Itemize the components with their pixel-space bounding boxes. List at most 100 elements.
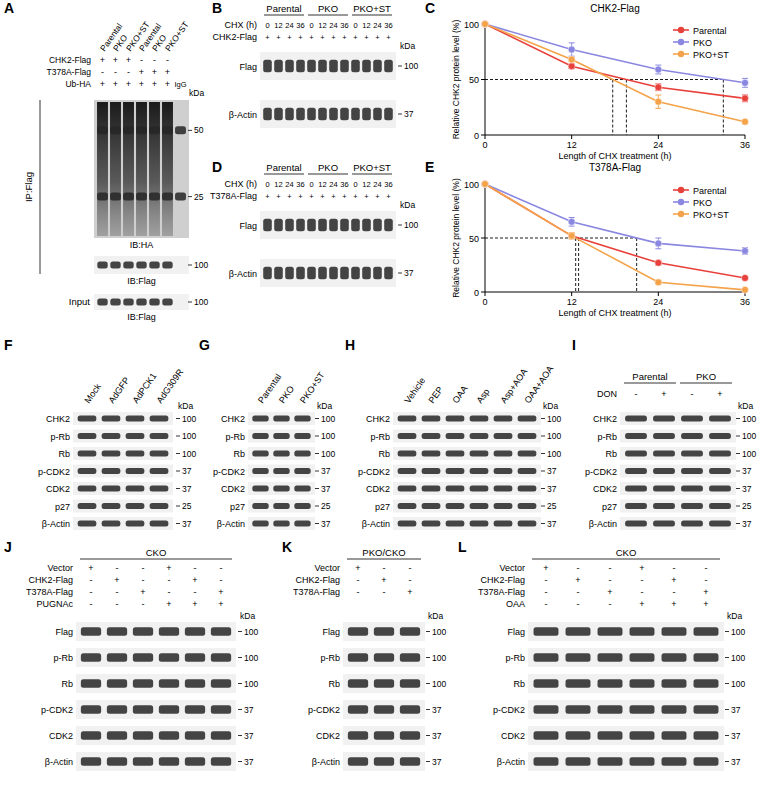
kda-value: 37 <box>742 484 752 494</box>
blot-band <box>211 731 231 740</box>
y-tick-label: 50 <box>469 75 479 85</box>
blot-band <box>296 267 305 280</box>
y-axis-label: Relative CHK2 protein level (%) <box>451 20 461 140</box>
blot-band <box>598 705 623 714</box>
blot-background <box>260 211 396 239</box>
blot-band <box>274 267 283 280</box>
blot-band <box>162 193 173 201</box>
kda-label: kDa <box>428 611 443 621</box>
blot-band <box>398 503 417 509</box>
blot-label: p-Rb <box>370 432 390 442</box>
blot-strip <box>620 482 736 495</box>
blot-label: p-Rb <box>505 653 525 663</box>
condition-mark: + <box>375 192 380 201</box>
error-cap <box>742 87 748 88</box>
blot-band <box>294 451 310 457</box>
kda-label: kDa <box>240 611 255 621</box>
blot-strip <box>528 726 724 745</box>
condition-mark: + <box>192 575 197 585</box>
panel-letter: B <box>212 0 222 16</box>
panel-letter: K <box>282 539 292 555</box>
blot-band <box>175 126 186 134</box>
kda-value: 100 <box>432 653 446 663</box>
blot-band <box>81 627 101 636</box>
error-cap <box>569 226 575 227</box>
condition-mark: + <box>375 33 380 42</box>
condition-mark: 24 <box>329 21 337 30</box>
blot-band <box>709 486 731 492</box>
y-tick-label: 0 <box>474 288 479 298</box>
blot-label: Flag <box>239 62 257 72</box>
legend-marker <box>678 27 684 33</box>
x-tick-label: 0 <box>482 297 487 307</box>
blot-background <box>260 52 396 80</box>
blot-band <box>149 299 159 306</box>
blot-background <box>393 465 541 478</box>
blot-background <box>94 100 189 238</box>
data-point <box>568 232 575 239</box>
condition-mark: + <box>166 599 171 609</box>
blot-label: p-Rb <box>320 653 340 663</box>
error-cap <box>569 42 575 43</box>
condition-label: T378A-Flag <box>47 67 92 77</box>
legend-marker <box>678 187 684 193</box>
condition-label: Vector <box>314 563 340 573</box>
group-header: PKO <box>318 162 338 173</box>
kda-value: 37 <box>547 466 557 476</box>
error-bar <box>742 78 748 87</box>
blot-background <box>73 482 173 495</box>
kda-value: 100 <box>244 679 258 689</box>
data-point <box>482 21 489 28</box>
blot-band <box>273 468 289 474</box>
legend-label: Parental <box>693 26 727 36</box>
blot-label: CHK2 <box>593 414 617 424</box>
blot-strip <box>73 447 173 460</box>
error-bar <box>742 95 748 102</box>
condition-mark: - <box>705 575 708 585</box>
blot-label: p27 <box>602 502 617 512</box>
blot-band <box>252 503 268 509</box>
blot-label: p-CDK2 <box>358 467 390 477</box>
data-point <box>568 218 575 225</box>
blot-background <box>393 447 541 460</box>
blot-band <box>294 521 310 527</box>
kda-value: 100 <box>742 449 756 459</box>
blot-background <box>343 622 425 641</box>
blot-band <box>185 731 205 740</box>
kda-value: 37 <box>432 731 442 741</box>
half-life-line <box>723 80 724 136</box>
condition-label: PUGNAc <box>36 599 73 609</box>
x-tick <box>485 292 486 296</box>
blot-label: Rb <box>378 449 390 459</box>
blot-strip <box>260 259 396 287</box>
half-life-line <box>578 238 579 292</box>
blot-band <box>384 108 393 121</box>
blot-band <box>470 416 489 422</box>
blot-band <box>78 503 97 509</box>
condition-mark: + <box>192 599 197 609</box>
condition-mark: + <box>309 33 314 42</box>
blot-band <box>694 653 719 662</box>
blot-band <box>285 108 294 121</box>
condition-mark: + <box>165 67 170 77</box>
blot-band <box>373 267 382 280</box>
blot-band <box>518 486 537 492</box>
condition-mark: - <box>220 563 223 573</box>
blot-band <box>373 219 382 232</box>
blot-label: p-CDK2 <box>41 705 73 715</box>
kda-value: 100 <box>547 431 561 441</box>
kda-value: 100 <box>194 297 208 307</box>
blot-label: p-Rb <box>597 432 617 442</box>
data-point <box>655 240 662 247</box>
condition-mark: + <box>320 192 325 201</box>
kda-tick <box>176 523 180 524</box>
blot-band <box>400 757 420 766</box>
blot-band <box>136 193 147 201</box>
blot-band <box>446 521 465 527</box>
kda-value: 37 <box>182 484 192 494</box>
blot-background <box>260 100 396 128</box>
kda-tick <box>176 488 180 489</box>
kda-value: 100 <box>244 627 258 637</box>
condition-mark: + <box>703 599 708 609</box>
blot-band <box>518 433 537 439</box>
